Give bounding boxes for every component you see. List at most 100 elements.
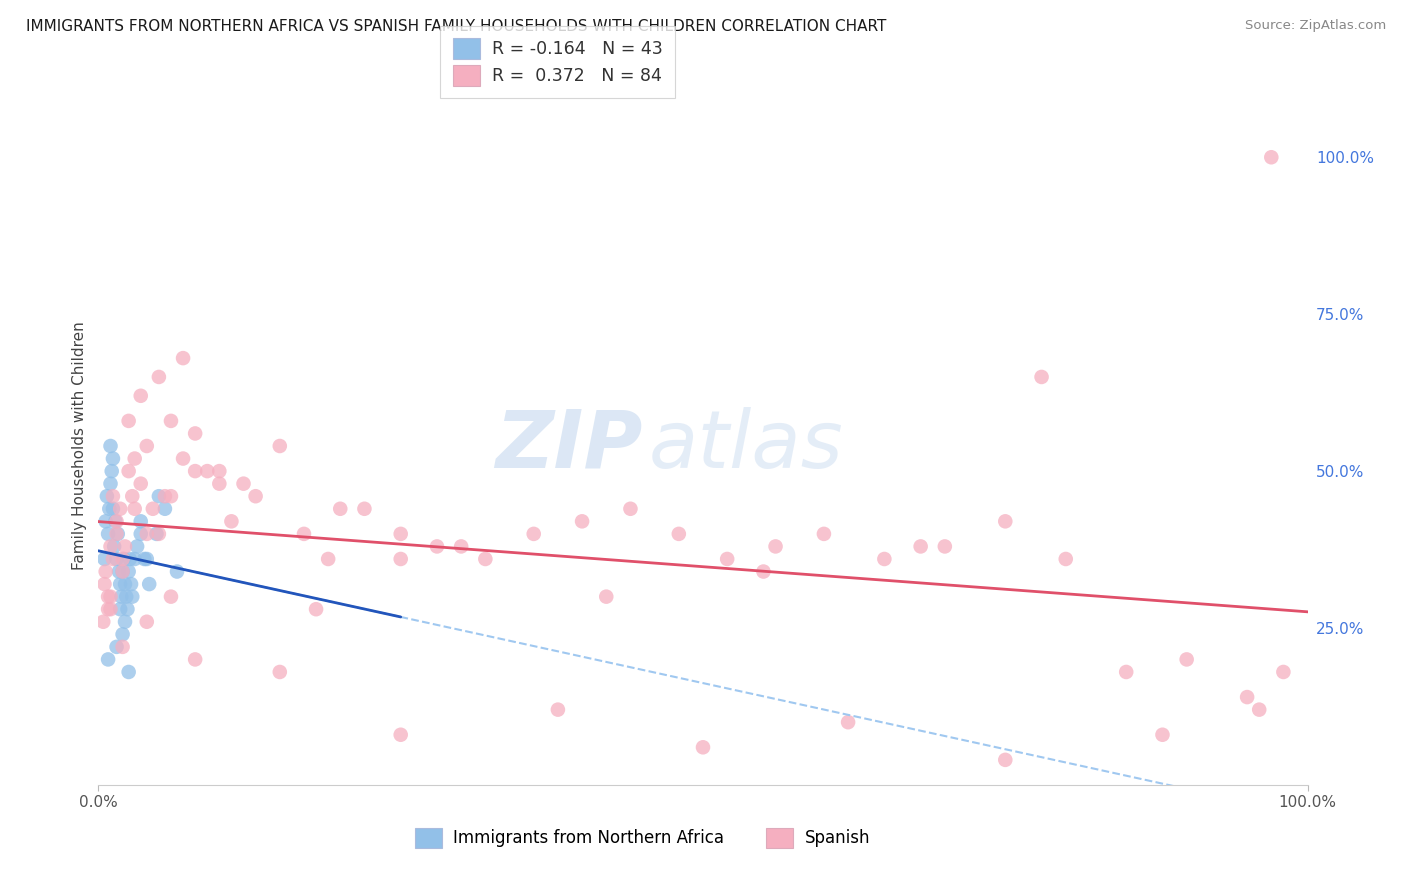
Point [1115,665,1137,679]
Point [166,565,188,579]
Point [221,514,243,528]
Text: IMMIGRANTS FROM NORTHERN AFRICA VS SPANISH FAMILY HOUSEHOLDS WITH CHILDREN CORRE: IMMIGRANTS FROM NORTHERN AFRICA VS SPANI… [25,19,886,34]
Point [100,602,122,616]
Point [129,527,152,541]
Point [426,540,449,554]
Point [450,540,472,554]
Point [316,552,339,566]
Point [96,489,118,503]
Point [353,501,375,516]
Point [129,476,152,491]
Point [148,489,170,503]
Point [104,514,127,528]
Point [474,552,496,566]
Point [135,615,157,629]
Point [91,615,114,629]
Point [184,464,207,478]
Point [873,552,896,566]
Point [108,565,131,579]
Point [145,527,167,541]
Point [1236,690,1258,704]
Point [114,540,136,554]
Point [135,527,157,541]
Point [813,527,835,541]
Point [1152,728,1174,742]
Point [121,489,143,503]
Point [1031,370,1053,384]
Point [305,602,328,616]
Point [101,451,124,466]
Point [100,540,122,554]
Point [117,602,139,616]
Point [389,552,412,566]
Point [105,640,128,654]
Point [329,501,352,516]
Point [111,552,134,566]
Point [619,501,641,516]
Point [97,527,120,541]
Point [195,464,218,478]
Point [716,552,738,566]
Point [120,577,142,591]
Point [232,476,254,491]
Point [208,476,231,491]
Point [910,540,932,554]
Point [160,590,183,604]
Point [135,439,157,453]
Point [1249,703,1271,717]
Point [118,464,141,478]
Point [93,552,115,566]
Point [97,602,120,616]
Point [138,577,160,591]
Point [101,489,124,503]
Point [94,565,117,579]
Point [97,590,120,604]
Point [1175,652,1198,666]
Point [112,552,135,566]
Point [108,602,131,616]
Point [111,640,134,654]
Point [108,577,131,591]
Point [172,451,194,466]
Point [105,514,128,528]
Point [153,501,176,516]
Point [100,590,122,604]
Legend: Immigrants from Northern Africa, Spanish: Immigrants from Northern Africa, Spanish [409,821,876,855]
Point [547,703,569,717]
Point [134,552,156,566]
Point [135,552,157,566]
Point [97,652,120,666]
Point [245,489,267,503]
Y-axis label: Family Households with Children: Family Households with Children [72,322,87,570]
Point [994,514,1017,528]
Point [994,753,1017,767]
Point [94,514,117,528]
Point [668,527,690,541]
Point [129,389,152,403]
Point [1272,665,1295,679]
Point [118,552,141,566]
Point [148,527,170,541]
Point [752,565,775,579]
Point [103,540,125,554]
Point [107,527,129,541]
Point [124,451,146,466]
Point [124,552,146,566]
Point [1054,552,1077,566]
Point [98,501,121,516]
Point [111,565,134,579]
Point [595,590,617,604]
Point [389,728,412,742]
Point [389,527,412,541]
Point [118,565,141,579]
Point [208,464,231,478]
Point [121,590,143,604]
Point [111,565,134,579]
Point [1260,150,1282,164]
Point [105,552,128,566]
Point [692,740,714,755]
Point [292,527,315,541]
Point [934,540,956,554]
Point [124,501,146,516]
Point [108,501,131,516]
